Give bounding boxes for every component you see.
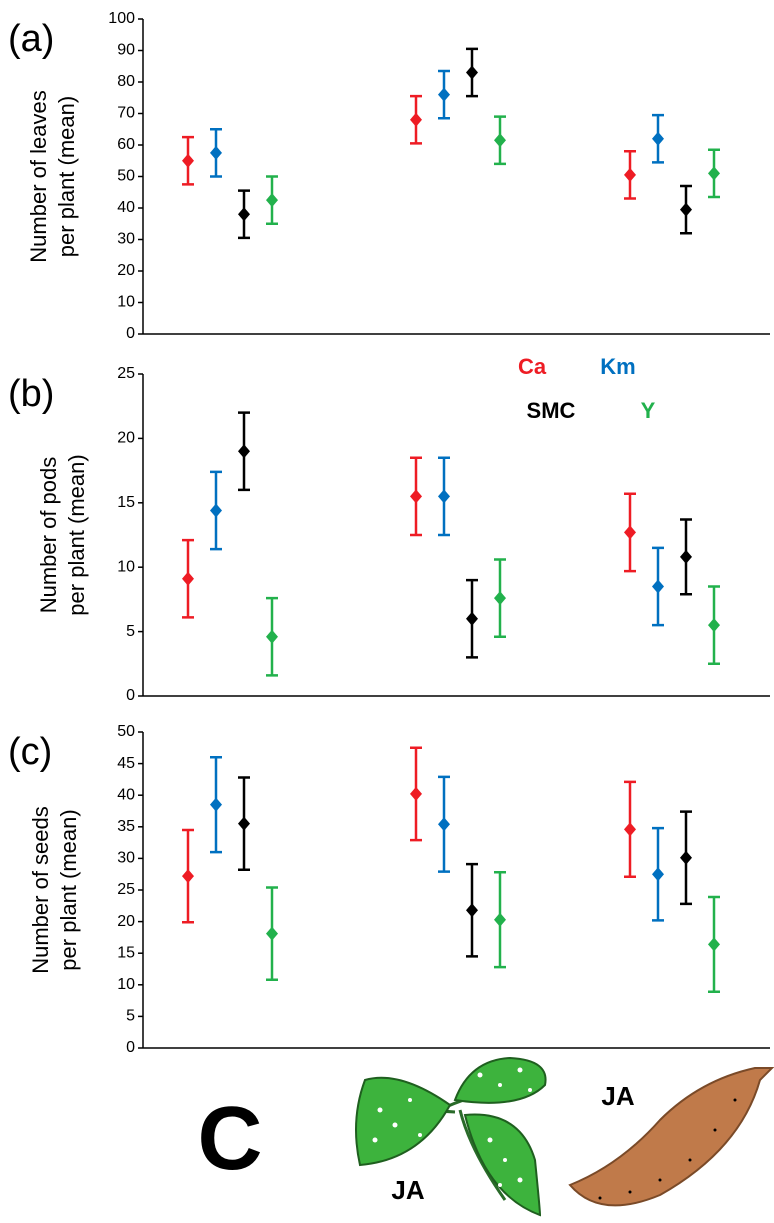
marker: [466, 611, 478, 626]
marker: [182, 153, 194, 168]
marker: [680, 850, 692, 865]
y-tick-label: 20: [117, 913, 135, 930]
category-label: C: [198, 1089, 263, 1189]
marker: [466, 903, 478, 918]
marker: [652, 867, 664, 882]
y-tick-label: 20: [117, 262, 135, 279]
y-tick-label: 15: [117, 944, 135, 961]
category-label: JA: [391, 1175, 424, 1205]
marker: [238, 444, 250, 459]
y-tick-label: 80: [117, 73, 135, 90]
marker: [494, 591, 506, 606]
y-tick-label: 60: [117, 136, 135, 153]
marker: [238, 816, 250, 831]
y-tick-label: 0: [126, 325, 135, 342]
marker: [624, 525, 636, 540]
y-axis-label: per plant (mean): [64, 454, 89, 615]
legend-entry: SMC: [527, 398, 576, 423]
marker: [266, 926, 278, 941]
panel-label: (a): [8, 18, 54, 60]
marker: [210, 503, 222, 518]
marker: [708, 166, 720, 181]
panel-label: (c): [8, 731, 52, 773]
y-tick-label: 5: [126, 1008, 135, 1025]
marker: [410, 112, 422, 127]
y-axis-label: Number of pods: [36, 457, 61, 614]
marker: [438, 817, 450, 832]
y-tick-label: 15: [117, 494, 135, 511]
marker: [410, 489, 422, 504]
marker: [266, 193, 278, 208]
marker: [708, 618, 720, 633]
marker: [238, 207, 250, 222]
marker: [438, 87, 450, 102]
marker: [680, 202, 692, 217]
marker: [652, 131, 664, 146]
y-tick-label: 5: [126, 623, 135, 640]
marker: [182, 571, 194, 586]
y-axis-label: Number of seeds: [28, 806, 53, 974]
legend-entry: Km: [600, 354, 635, 379]
marker: [494, 133, 506, 148]
y-tick-label: 50: [117, 168, 135, 185]
marker: [266, 629, 278, 644]
y-tick-label: 0: [126, 1039, 135, 1056]
marker: [438, 489, 450, 504]
panel-label: (b): [8, 373, 54, 415]
marker: [708, 937, 720, 952]
marker: [182, 869, 194, 884]
marker: [410, 786, 422, 801]
leaf-illustration: [355, 1056, 547, 1217]
y-tick-label: 45: [117, 755, 135, 772]
marker: [624, 822, 636, 837]
y-axis-label: Number of leaves: [26, 90, 51, 262]
y-tick-label: 0: [126, 687, 135, 704]
y-tick-label: 40: [117, 199, 135, 216]
category-label: JA: [601, 1081, 634, 1111]
legend-entry: Y: [641, 398, 656, 423]
marker: [652, 579, 664, 594]
y-tick-label: 90: [117, 42, 135, 59]
y-tick-label: 30: [117, 231, 135, 248]
marker: [624, 167, 636, 182]
y-tick-label: 10: [117, 558, 135, 575]
y-axis-label: per plant (mean): [54, 96, 79, 257]
marker: [210, 797, 222, 812]
y-axis-label: per plant (mean): [56, 809, 81, 970]
y-tick-label: 50: [117, 723, 135, 740]
y-tick-label: 20: [117, 430, 135, 447]
marker: [494, 912, 506, 927]
y-tick-label: 35: [117, 818, 135, 835]
y-tick-label: 40: [117, 786, 135, 803]
marker: [210, 145, 222, 160]
y-tick-label: 10: [117, 294, 135, 311]
legend-entry: Ca: [518, 354, 547, 379]
y-tick-label: 25: [117, 365, 135, 382]
y-tick-label: 25: [117, 881, 135, 898]
y-tick-label: 100: [108, 10, 135, 27]
pod-illustration: [568, 1067, 774, 1207]
marker: [680, 549, 692, 564]
marker: [466, 65, 478, 80]
y-tick-label: 70: [117, 105, 135, 122]
y-tick-label: 30: [117, 850, 135, 867]
y-tick-label: 10: [117, 976, 135, 993]
